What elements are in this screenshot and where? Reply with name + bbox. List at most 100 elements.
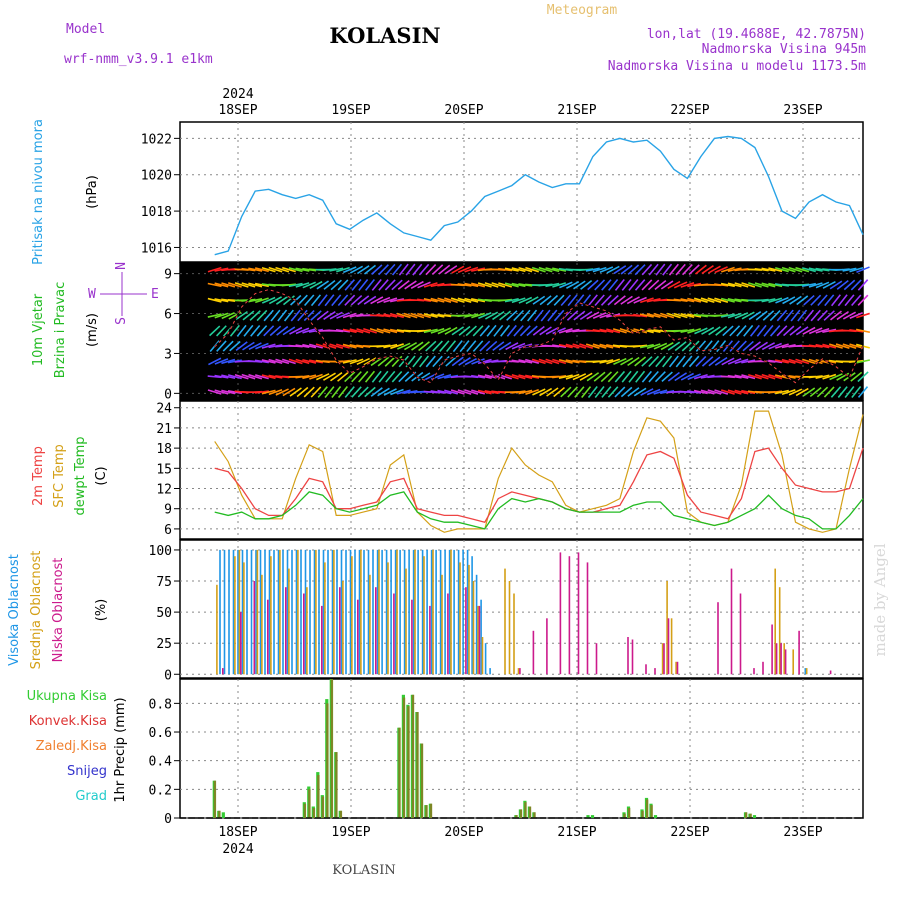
wind-arrow: [660, 280, 674, 290]
wind-arrow: [350, 294, 363, 306]
wind-compass: N S W E: [88, 262, 159, 325]
wind-arrow: [743, 324, 754, 337]
wind-arrow: [587, 386, 598, 398]
wind-arrow: [654, 371, 666, 383]
cloud-bar: [631, 639, 634, 675]
wind-arrow: [673, 312, 688, 319]
wind-arrow: [342, 266, 357, 274]
wind-arrow: [741, 374, 756, 380]
wind-arrow: [634, 356, 647, 367]
wind-arrow: [688, 340, 700, 352]
cloud-bar: [223, 549, 226, 675]
wind-arrow: [221, 282, 236, 288]
precip-conv-bar: [533, 812, 536, 818]
wind-arrow: [715, 325, 728, 336]
wind-arrow: [837, 294, 848, 307]
wind-arrow: [268, 266, 283, 273]
wind-arrow: [418, 263, 430, 276]
wind-arrow: [754, 373, 769, 380]
wind-arrow: [768, 374, 783, 380]
precip-conv-bar: [645, 799, 649, 818]
cloud-bar: [306, 587, 308, 675]
wind-arrow: [788, 266, 803, 273]
cloud-series-0: [219, 549, 807, 675]
wind-arrow: [688, 355, 700, 368]
cloud-bar: [300, 549, 302, 675]
cloud-bar: [264, 549, 266, 675]
wind-arrow: [498, 267, 513, 272]
wind-arrow: [525, 389, 539, 396]
wind-arrow: [560, 294, 572, 307]
wind-arrow: [511, 342, 526, 350]
wind-arrow: [639, 343, 654, 349]
wind-arrow: [289, 326, 303, 335]
wind-arrow: [261, 374, 276, 380]
pressure-line: [214, 135, 864, 256]
cloud-bar: [546, 618, 548, 675]
precip-conv-bar: [330, 679, 334, 818]
wind-arrow: [268, 296, 282, 305]
wind-arrow: [579, 372, 593, 381]
wind-arrow: [256, 309, 268, 322]
precip-conv-bar: [524, 802, 527, 818]
wind-arrow: [296, 386, 309, 398]
wind-arrow: [214, 389, 229, 395]
wind-arrow: [566, 280, 580, 289]
wind-arrow: [653, 312, 668, 319]
wind-arrow: [776, 309, 788, 322]
y-tick-label: 0.4: [149, 755, 173, 770]
wind-arrow: [316, 280, 329, 290]
wind-arrow: [727, 374, 742, 379]
wind-arrow: [668, 263, 679, 276]
wind-arrow: [261, 343, 276, 349]
wind-arrow: [580, 280, 593, 290]
wind-arrow: [742, 340, 754, 352]
wind-arrow: [694, 327, 708, 335]
wind-arrow: [309, 373, 323, 380]
meteogram-title: Meteogram: [547, 3, 618, 18]
wind-label-2: Brzina i Pravac: [53, 282, 68, 379]
cloud-bar: [444, 549, 446, 675]
wind-arrow: [464, 297, 479, 303]
wind-arrow: [668, 355, 679, 368]
cloud-bar: [627, 637, 629, 675]
wind-arrow: [545, 358, 560, 365]
wind-arrow: [214, 282, 229, 288]
wind-arrow: [342, 343, 357, 349]
wind-arrow: [464, 389, 479, 395]
wind-arrow: [349, 344, 364, 349]
pressure-label: Pritisak na nivou mora: [31, 119, 46, 265]
wind-arrow: [817, 309, 828, 322]
wind-arrow: [803, 294, 815, 306]
cloud-bar: [408, 549, 410, 675]
wind-arrow: [423, 328, 438, 334]
wind-arrow: [383, 297, 398, 304]
wind-arrow: [850, 371, 863, 382]
wind-arrow: [208, 357, 222, 366]
wind-arrow: [660, 312, 675, 319]
precip-conv-bar: [429, 803, 433, 818]
panel-frame: [179, 678, 864, 819]
y-tick-label: 9: [164, 268, 172, 283]
wind-arrow: [810, 294, 822, 306]
cloud-bar: [228, 549, 230, 675]
wind-arrow: [398, 371, 410, 383]
wind-arrow: [653, 342, 668, 350]
precip-snow-label: Snijeg: [67, 764, 107, 779]
wind-arrow: [682, 264, 693, 276]
wind-arrow: [708, 356, 721, 367]
wind-arrow: [351, 386, 362, 398]
wind-arrow: [432, 355, 443, 368]
compass-s: S: [114, 317, 129, 325]
cloud-bar: [309, 549, 311, 675]
wind-arrow: [295, 327, 310, 335]
cloud-bar: [798, 630, 800, 675]
wind-arrow: [817, 294, 828, 307]
wind-arrow: [714, 283, 729, 287]
wind-arrow: [295, 358, 310, 365]
wind-arrow: [539, 295, 552, 306]
wind-arrow: [572, 343, 587, 349]
wind-arrow: [822, 343, 837, 349]
wind-arrow: [425, 355, 436, 368]
